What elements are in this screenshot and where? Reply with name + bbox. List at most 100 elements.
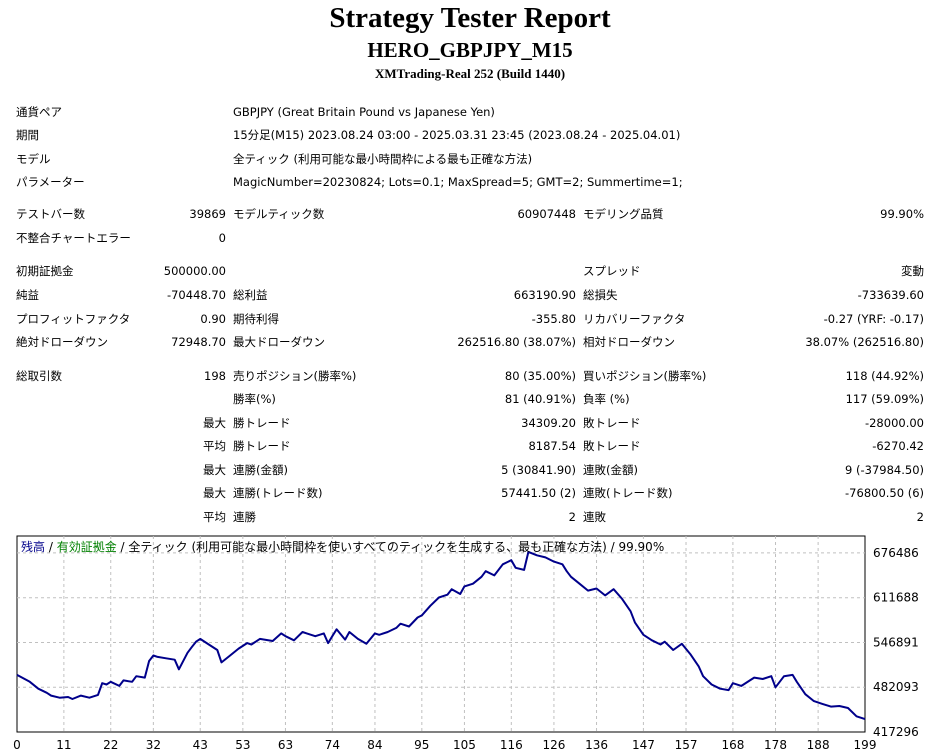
x-tick-label: 74 bbox=[325, 738, 340, 752]
recovery-value: -0.27 (YRF: -0.17) bbox=[823, 312, 924, 326]
period-value: 15分足(M15) 2023.08.24 03:00 - 2025.03.31 … bbox=[233, 128, 681, 142]
x-tick-label: 95 bbox=[414, 738, 429, 752]
legend-model: 全ティック (利用可能な最小時間枠を使いすべてのティックを生成する、最も正確な方… bbox=[128, 539, 664, 554]
quality-label: モデリング品質 bbox=[583, 207, 664, 221]
loss-value: 117 (59.09%) bbox=[845, 392, 924, 406]
x-axis-labels: 0 11 22 32 43 53 63 74 84 95 105 116 126 136 147 157 168… bbox=[13, 738, 876, 752]
quality-value: 99.90% bbox=[880, 207, 924, 221]
bars-value: 39869 bbox=[189, 207, 226, 221]
avg-win-label: 勝トレード bbox=[233, 439, 291, 453]
largest-loss-value: -28000.00 bbox=[864, 416, 924, 430]
gross-profit-value: 663190.90 bbox=[513, 288, 576, 302]
symbol-label: 通貨ペア bbox=[16, 105, 62, 119]
pf-value: 0.90 bbox=[200, 312, 226, 326]
report-title: Strategy Tester Report bbox=[329, 2, 611, 34]
legend-separator: / bbox=[45, 540, 57, 554]
max-cons-loss-label: 連敗(トレード数) bbox=[583, 486, 673, 500]
pf-label: プロフィットファクタ bbox=[16, 312, 131, 326]
x-tick-label: 11 bbox=[56, 738, 71, 752]
avg-cons-losses-label: 連敗 bbox=[583, 510, 606, 524]
avg-loss-label: 敗トレード bbox=[583, 439, 641, 453]
x-tick-label: 188 bbox=[807, 738, 830, 752]
max-cons-losses-label: 連敗(金額) bbox=[583, 463, 638, 477]
max-word: 最大 bbox=[203, 463, 226, 477]
symbol-value: GBPJPY (Great Britain Pound vs Japanese … bbox=[233, 105, 495, 119]
x-tick-label: 43 bbox=[193, 738, 208, 752]
params-label: パラメーター bbox=[16, 175, 85, 189]
x-tick-label: 178 bbox=[764, 738, 787, 752]
chart-plot-area bbox=[16, 535, 866, 733]
max-cons-losses-value: 9 (-37984.50) bbox=[845, 463, 924, 477]
avg-cons-wins-label: 連勝 bbox=[233, 510, 256, 524]
x-tick-label: 105 bbox=[453, 738, 476, 752]
x-tick-label: 22 bbox=[103, 738, 118, 752]
short-value: 80 (35.00%) bbox=[504, 369, 576, 383]
largest-loss-label: 敗トレード bbox=[583, 416, 641, 430]
recovery-label: リカバリーファクタ bbox=[583, 312, 686, 326]
abs-dd-label: 絶対ドローダウン bbox=[16, 335, 108, 349]
net-label: 純益 bbox=[16, 288, 39, 302]
x-tick-label: 136 bbox=[585, 738, 608, 752]
y-tick-label: 676486 bbox=[873, 546, 919, 560]
avg-cons-wins-value: 2 bbox=[568, 510, 576, 524]
gross-loss-value: -733639.60 bbox=[857, 288, 924, 302]
x-tick-label: 32 bbox=[146, 738, 161, 752]
y-tick-label: 417296 bbox=[873, 725, 919, 739]
x-tick-label: 0 bbox=[13, 738, 21, 752]
errors-value: 0 bbox=[218, 231, 226, 245]
rel-dd-value: 38.07% (262516.80) bbox=[805, 335, 924, 349]
total-trades-label: 総取引数 bbox=[16, 369, 62, 383]
max-cons-wins-label: 連勝(金額) bbox=[233, 463, 288, 477]
x-tick-label: 126 bbox=[542, 738, 565, 752]
model-label: モデル bbox=[16, 152, 51, 166]
x-tick-label: 53 bbox=[235, 738, 250, 752]
legend-separator: / bbox=[117, 540, 129, 554]
short-label: 売りポジション(勝率%) bbox=[233, 369, 357, 383]
avg-cons-losses-value: 2 bbox=[916, 510, 924, 524]
gross-loss-label: 総損失 bbox=[583, 288, 618, 302]
balance-chart: 676486 611688 546891 482093 417296 0 11 22 32 43… bbox=[13, 535, 919, 752]
spread-label: スプレッド bbox=[583, 264, 641, 278]
largest-win-label: 勝トレード bbox=[233, 416, 291, 430]
max-word: 最大 bbox=[203, 416, 226, 430]
server-info: XMTrading-Real 252 (Build 1440) bbox=[374, 66, 566, 81]
x-tick-label: 168 bbox=[721, 738, 744, 752]
x-tick-label: 147 bbox=[632, 738, 655, 752]
rel-dd-label: 相対ドローダウン bbox=[583, 335, 675, 349]
avg-loss-value: -6270.42 bbox=[872, 439, 924, 453]
win-value: 81 (40.91%) bbox=[504, 392, 576, 406]
abs-dd-value: 72948.70 bbox=[171, 335, 226, 349]
avg-word: 平均 bbox=[203, 510, 226, 524]
net-value: -70448.70 bbox=[166, 288, 226, 302]
balance-line bbox=[16, 550, 866, 721]
x-tick-label: 199 bbox=[854, 738, 877, 752]
ea-name: HERO_GBPJPY_M15 bbox=[367, 38, 573, 62]
avg-word: 平均 bbox=[203, 439, 226, 453]
win-label: 勝率(%) bbox=[233, 392, 276, 406]
largest-win-value: 34309.20 bbox=[521, 416, 576, 430]
ticks-value: 60907448 bbox=[517, 207, 576, 221]
x-tick-label: 84 bbox=[367, 738, 382, 752]
model-value: 全ティック (利用可能な最小時間枠による最も正確な方法) bbox=[233, 152, 533, 166]
x-tick-label: 63 bbox=[278, 738, 293, 752]
max-dd-value: 262516.80 (38.07%) bbox=[457, 335, 576, 349]
long-label: 買いポジション(勝率%) bbox=[583, 369, 707, 383]
max-word: 最大 bbox=[203, 486, 226, 500]
y-tick-label: 546891 bbox=[873, 635, 919, 649]
long-value: 118 (44.92%) bbox=[845, 369, 924, 383]
gross-profit-label: 総利益 bbox=[233, 288, 268, 302]
legend-balance: 残高 bbox=[21, 539, 45, 554]
deposit-label: 初期証拠金 bbox=[16, 264, 74, 278]
max-cons-profit-label: 連勝(トレード数) bbox=[233, 486, 323, 500]
deposit-value: 500000.00 bbox=[163, 264, 226, 278]
x-tick-label: 116 bbox=[500, 738, 523, 752]
max-dd-label: 最大ドローダウン bbox=[233, 335, 325, 349]
params-value: MagicNumber=20230824; Lots=0.1; MaxSprea… bbox=[233, 175, 683, 189]
max-cons-wins-value: 5 (30841.90) bbox=[501, 463, 576, 477]
avg-win-value: 8187.54 bbox=[528, 439, 576, 453]
legend-equity: 有効証拠金 bbox=[57, 539, 117, 554]
period-label: 期間 bbox=[16, 128, 39, 142]
expected-label: 期待利得 bbox=[233, 312, 279, 326]
y-axis-labels: 676486 611688 546891 482093 417296 bbox=[873, 546, 919, 739]
expected-value: -355.80 bbox=[531, 312, 576, 326]
